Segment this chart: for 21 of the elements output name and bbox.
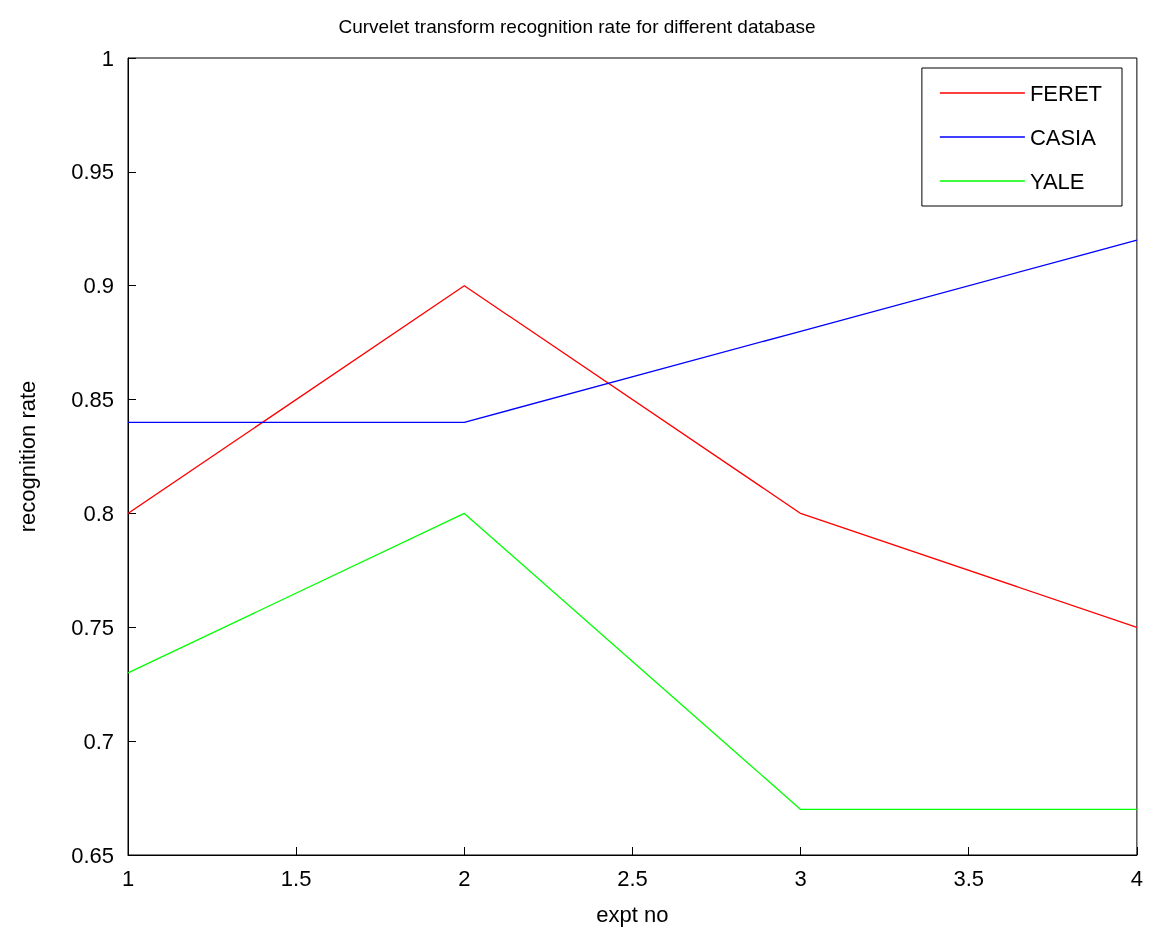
y-tick-label: 0.75: [71, 614, 114, 640]
x-tick-label: 1: [121, 865, 135, 891]
x-tick-label: 2: [458, 865, 471, 891]
x-tick-label: 3: [794, 865, 807, 891]
legend-label: YALE: [1029, 168, 1085, 194]
y-tick-label: 0.65: [71, 842, 114, 868]
x-axis-title: expt no: [596, 901, 669, 927]
y-axis-title: recognition rate: [14, 380, 40, 533]
y-tick-label: 0.7: [83, 728, 114, 754]
y-tick-label: 1: [101, 45, 114, 71]
x-tick-label: 1.5: [280, 865, 312, 891]
chart-title: Curvelet transform recognition rate for different database: [338, 16, 816, 37]
y-tick-label: 0.9: [83, 273, 114, 299]
y-tick-label: 0.85: [71, 387, 114, 413]
x-tick-label: 4: [1130, 865, 1144, 891]
y-tick-label: 0.95: [71, 159, 114, 185]
legend-label: CASIA: [1029, 124, 1097, 150]
x-tick-label: 2.5: [617, 865, 648, 891]
legend-label: FERET: [1029, 80, 1103, 106]
x-tick-label: 3.5: [953, 865, 985, 891]
y-tick-label: 0.8: [83, 500, 114, 526]
